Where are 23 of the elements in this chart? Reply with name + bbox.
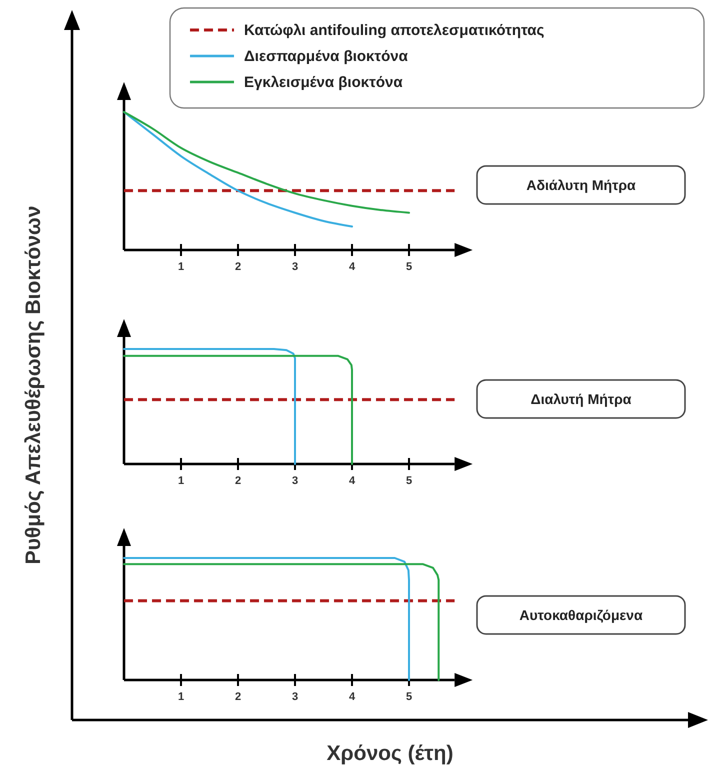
x-tick-label: 5 <box>406 261 412 273</box>
x-tick-label: 2 <box>234 475 242 487</box>
legend-label: Διεσπαρμένα βιοκτόνα <box>244 48 409 65</box>
x-tick-label: 5 <box>406 691 412 703</box>
y-axis-title: Ρυθμός Απελευθέρωσης Βιοκτόνων <box>22 206 45 564</box>
x-tick-label: 5 <box>406 475 412 487</box>
text: Αυτοκαθαριζόμενα <box>519 607 643 623</box>
x-tick-label: 3 <box>292 475 298 487</box>
x-tick-label: 1 <box>178 475 184 487</box>
x-tick-label: 1 <box>178 261 184 273</box>
x-tick-label: 4 <box>348 475 356 487</box>
x-tick-label: 2 <box>234 261 242 273</box>
x-tick-label: 3 <box>292 261 298 273</box>
x-tick-label: 3 <box>292 691 298 703</box>
text: Διαλυτή Μήτρα <box>530 391 632 407</box>
legend-label: Εγκλεισμένα βιοκτόνα <box>244 74 404 91</box>
x-tick-label: 1 <box>178 691 184 703</box>
x-tick-label: 2 <box>234 691 242 703</box>
text: Αδιάλυτη Μήτρα <box>526 177 636 193</box>
legend-label: Κατώφλι antifouling αποτελεσματικότητας <box>244 22 544 39</box>
x-tick-label: 4 <box>348 691 356 703</box>
x-tick-label: 4 <box>348 261 356 273</box>
x-axis-title: Χρόνος (έτη) <box>326 742 454 765</box>
